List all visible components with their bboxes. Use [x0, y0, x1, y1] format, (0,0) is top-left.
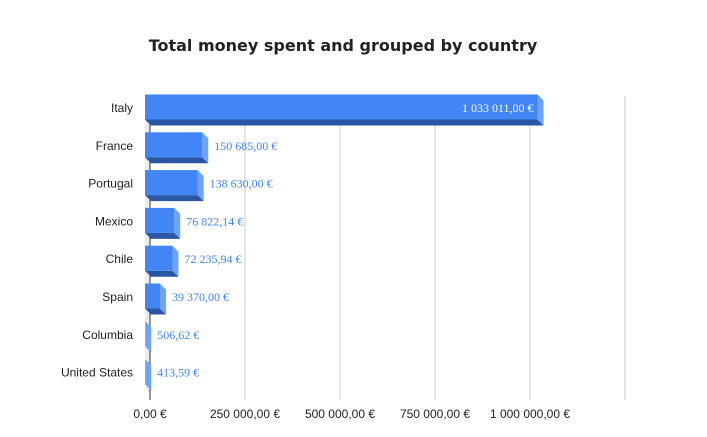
data-label: 72 235,94 € [184, 252, 241, 266]
bar-side-face [174, 207, 181, 239]
category-label: Portugal [88, 177, 133, 191]
bar-bottom-face [145, 270, 179, 277]
category-label: United States [61, 366, 133, 380]
bar-side-face [202, 132, 209, 164]
bar-side-face [145, 359, 152, 391]
bar-bottom-face [145, 384, 152, 391]
bar-bottom-face [145, 346, 152, 353]
bar-chile [145, 245, 173, 271]
bar-side-face [172, 245, 179, 277]
bar-portugal [145, 170, 198, 196]
bar-bottom-face [145, 119, 544, 126]
data-label: 138 630,00 € [210, 177, 273, 191]
x-tick-label: 250 000,00 € [210, 407, 280, 421]
category-label: Chile [106, 252, 134, 266]
bar-bottom-face [145, 157, 209, 164]
category-label: Spain [102, 290, 133, 304]
bar-bottom-face [145, 308, 166, 315]
data-label: 1 033 011,00 € [462, 101, 534, 115]
chart-title: Total money spent and grouped by country [149, 36, 538, 55]
data-label: 413,59 € [157, 366, 199, 380]
category-label: France [96, 139, 134, 153]
category-label: Mexico [95, 214, 133, 228]
data-label: 76 822,14 € [186, 214, 243, 228]
bar-italy [145, 94, 538, 120]
bar-side-face [537, 94, 544, 126]
bar-france [145, 132, 203, 158]
bar-bottom-face [145, 232, 181, 239]
data-label: 39 370,00 € [172, 290, 229, 304]
category-label: Italy [111, 101, 133, 115]
x-tick-label: 1 000 000,00 € [490, 407, 570, 421]
data-label: 506,62 € [157, 328, 199, 342]
x-tick-label: 750 000,00 € [400, 407, 470, 421]
x-tick-label: 0,00 € [133, 407, 167, 421]
bar-side-face [145, 321, 152, 353]
bar-side-face [197, 170, 204, 202]
bar-side-face [159, 283, 166, 315]
bar-bottom-face [145, 195, 204, 202]
category-label: Columbia [82, 328, 133, 342]
data-label: 150 685,00 € [214, 139, 277, 153]
x-tick-label: 500 000,00 € [305, 407, 375, 421]
bar-mexico [145, 207, 175, 233]
bar-spain [145, 283, 160, 309]
